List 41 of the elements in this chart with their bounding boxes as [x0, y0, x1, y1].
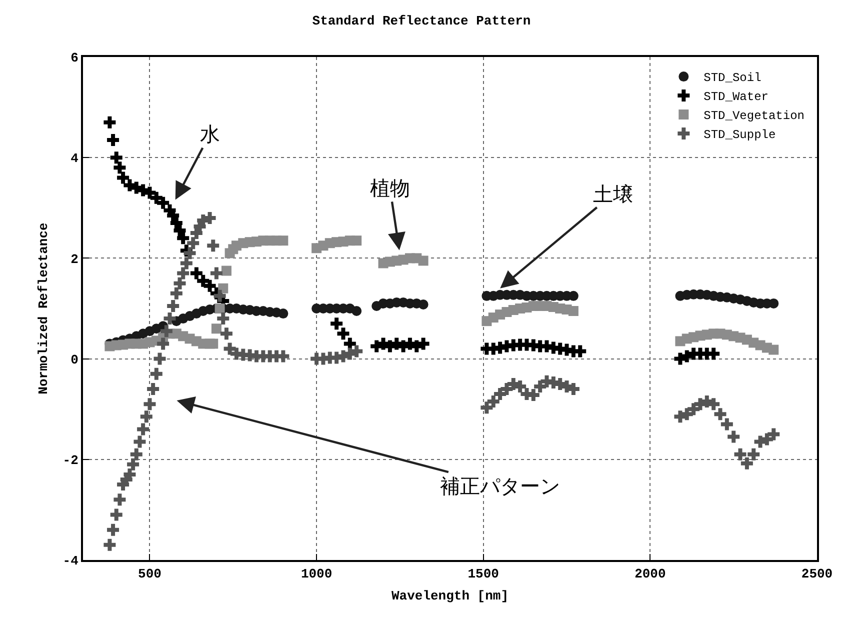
- point: [117, 172, 130, 184]
- annotation: 水: [200, 122, 220, 146]
- point: [104, 116, 116, 128]
- x-tick-label: 500: [138, 566, 162, 582]
- point: [417, 338, 430, 350]
- point: [177, 232, 190, 244]
- point: [708, 348, 720, 360]
- legend-label: STD_Soil: [704, 71, 762, 86]
- point: [107, 134, 120, 146]
- legend-label: STD_Water: [704, 90, 768, 104]
- point: [190, 267, 202, 280]
- y-axis-title: Normolized Reflectance: [36, 222, 52, 394]
- point: [174, 224, 186, 237]
- chart-title: Standard Reflectance Pattern: [312, 14, 531, 29]
- point: [204, 280, 216, 292]
- point: [157, 196, 170, 209]
- point: [144, 186, 156, 199]
- point: [110, 152, 122, 164]
- annotation: 土壌: [593, 182, 633, 206]
- annotation: 植物: [370, 176, 410, 200]
- y-tick-label: -2: [62, 452, 79, 468]
- point: [114, 162, 126, 174]
- x-tick-label: 2000: [634, 566, 666, 582]
- legend-label: STD_Supple: [704, 128, 776, 142]
- y-tick-label: 4: [70, 151, 79, 166]
- annotation: 補正パターン: [440, 474, 560, 498]
- y-tick-label: 2: [70, 252, 79, 267]
- point: [574, 345, 586, 358]
- y-tick-label: 6: [70, 50, 79, 66]
- point: [197, 274, 210, 287]
- x-tick-label: 1500: [468, 566, 500, 582]
- x-axis-title: Wavelength [nm]: [391, 588, 509, 604]
- x-tick-label: 2500: [801, 566, 833, 582]
- x-tick-label: 1000: [300, 566, 332, 582]
- y-tick-label: 0: [70, 352, 79, 368]
- legend-label: STD_Vegetation: [704, 109, 804, 124]
- point: [344, 338, 356, 350]
- point: [170, 216, 182, 229]
- point: [330, 318, 343, 330]
- point: [337, 328, 350, 340]
- y-tick-label: -4: [62, 554, 79, 569]
